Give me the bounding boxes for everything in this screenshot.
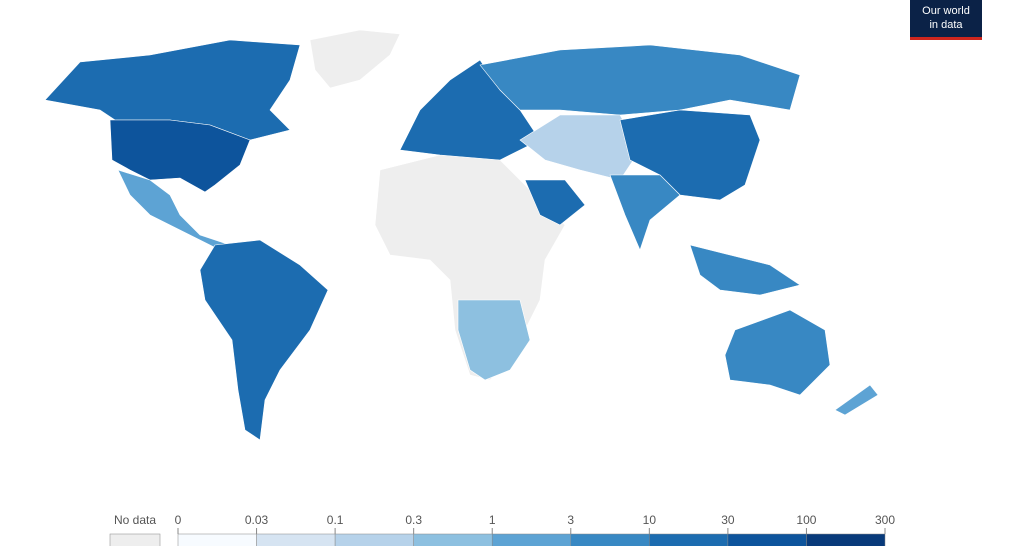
legend-bin[interactable] (413, 533, 493, 546)
legend: No data 0 0.03 0.1 0.3 1 3 10 30 100 300 (109, 513, 895, 546)
southern-africa (457, 299, 531, 381)
legend-tick-label: 10 (643, 513, 657, 527)
legend-bin[interactable] (806, 533, 886, 546)
southeast-asia (689, 244, 801, 296)
legend-tick-label: 0 (175, 513, 182, 527)
logo[interactable]: Our world in data (910, 0, 982, 40)
legend-tick-label: 0.03 (245, 513, 269, 527)
legend-bin[interactable] (334, 533, 414, 546)
legend-tick-label: 1 (489, 513, 496, 527)
legend-bin[interactable] (649, 533, 729, 546)
legend-tick-label: 300 (875, 513, 895, 527)
new-zealand (834, 384, 879, 416)
legend-tick-label: 0.1 (327, 513, 344, 527)
no-data-label: No data (114, 513, 156, 527)
legend-tick-label: 3 (567, 513, 574, 527)
legend-bin[interactable] (727, 533, 807, 546)
logo-text: in data (929, 19, 963, 31)
russia (479, 44, 801, 116)
logo-bar (910, 37, 982, 40)
logo-box[interactable] (910, 0, 982, 37)
india (609, 174, 681, 251)
greenland (309, 29, 401, 89)
no-data-swatch[interactable] (109, 533, 161, 546)
middle-east-central-asia (519, 114, 641, 181)
world-map (44, 29, 879, 441)
legend-tick-label: 0.3 (405, 513, 422, 527)
legend-tick-label: 30 (721, 513, 735, 527)
usa (109, 119, 251, 193)
logo-text: Our world (922, 5, 970, 17)
legend-bin[interactable] (570, 533, 650, 546)
australia (724, 309, 831, 396)
legend-bin[interactable] (491, 533, 572, 546)
china (619, 109, 761, 201)
south-america (199, 239, 329, 441)
legend-bin[interactable] (256, 533, 336, 546)
arabia (524, 179, 586, 226)
legend-bin[interactable] (177, 533, 257, 546)
legend-tick-label: 100 (796, 513, 816, 527)
